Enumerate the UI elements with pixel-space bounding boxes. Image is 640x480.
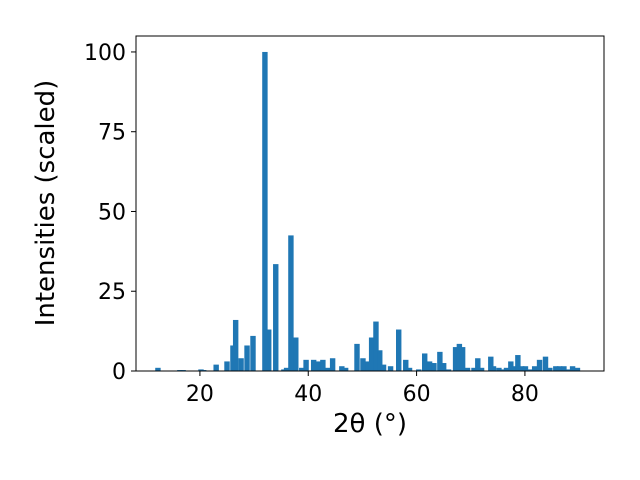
x-axis-label: 2θ (°) [333, 409, 407, 439]
bar [426, 361, 433, 371]
bar [569, 366, 576, 371]
bar [488, 356, 494, 371]
bar [365, 361, 371, 371]
bar [354, 343, 360, 371]
y-tick-label: 0 [112, 360, 126, 385]
bar [368, 337, 375, 371]
bar [273, 264, 279, 371]
bar [310, 359, 317, 371]
bar [500, 369, 506, 371]
bar [536, 359, 543, 371]
bar [315, 361, 321, 371]
bar [406, 367, 413, 371]
bar [396, 329, 402, 371]
bar [437, 351, 443, 371]
bar [262, 51, 268, 371]
bar [373, 321, 379, 371]
bar [232, 319, 239, 371]
bar [511, 366, 518, 371]
bar [403, 359, 409, 371]
bar [244, 345, 250, 371]
bar [360, 358, 366, 371]
y-tick-label: 25 [98, 280, 126, 305]
bar [503, 367, 510, 371]
bar [155, 367, 161, 371]
bar [518, 366, 525, 371]
bar [339, 366, 345, 371]
bar [445, 369, 452, 371]
bar [377, 350, 383, 371]
bar [574, 367, 581, 371]
x-tick-label: 40 [294, 382, 322, 407]
bar [459, 347, 466, 371]
bar [342, 367, 349, 371]
bar [475, 358, 481, 371]
bar [303, 359, 309, 371]
bar [213, 364, 219, 371]
bar [380, 364, 387, 371]
bar [547, 367, 553, 371]
plot-frame [135, 35, 605, 372]
bar [496, 367, 502, 371]
bar [527, 369, 533, 371]
x-tick-label: 80 [511, 382, 539, 407]
bar [490, 366, 497, 371]
y-tick-label: 50 [98, 200, 126, 225]
bar [293, 337, 299, 371]
bar [478, 367, 485, 371]
bar [553, 366, 559, 371]
bar [329, 358, 336, 371]
bar [431, 363, 437, 371]
bar [283, 367, 290, 371]
bar [440, 363, 447, 371]
bar [556, 366, 563, 371]
bar [299, 367, 305, 371]
bar [320, 359, 326, 371]
bar [565, 369, 571, 371]
bar [464, 367, 471, 371]
bar [452, 347, 459, 371]
bar [515, 355, 521, 371]
bar [250, 335, 256, 371]
bar [561, 366, 567, 371]
y-tick-label: 75 [98, 121, 126, 146]
y-tick-label: 100 [84, 41, 126, 66]
bar [531, 366, 538, 371]
bar [508, 361, 514, 371]
bar [422, 353, 428, 371]
bar [266, 329, 272, 371]
bar [542, 356, 549, 371]
bar [325, 367, 331, 371]
bar [224, 361, 230, 371]
bar [456, 343, 463, 371]
bar [238, 358, 244, 371]
bar [288, 235, 294, 371]
bar [471, 367, 477, 371]
x-tick-label: 60 [403, 382, 431, 407]
x-tick-label: 20 [186, 382, 214, 407]
bar [416, 369, 422, 371]
bar [387, 366, 394, 371]
y-axis-label: Intensities (scaled) [31, 80, 61, 327]
bar [522, 366, 529, 371]
